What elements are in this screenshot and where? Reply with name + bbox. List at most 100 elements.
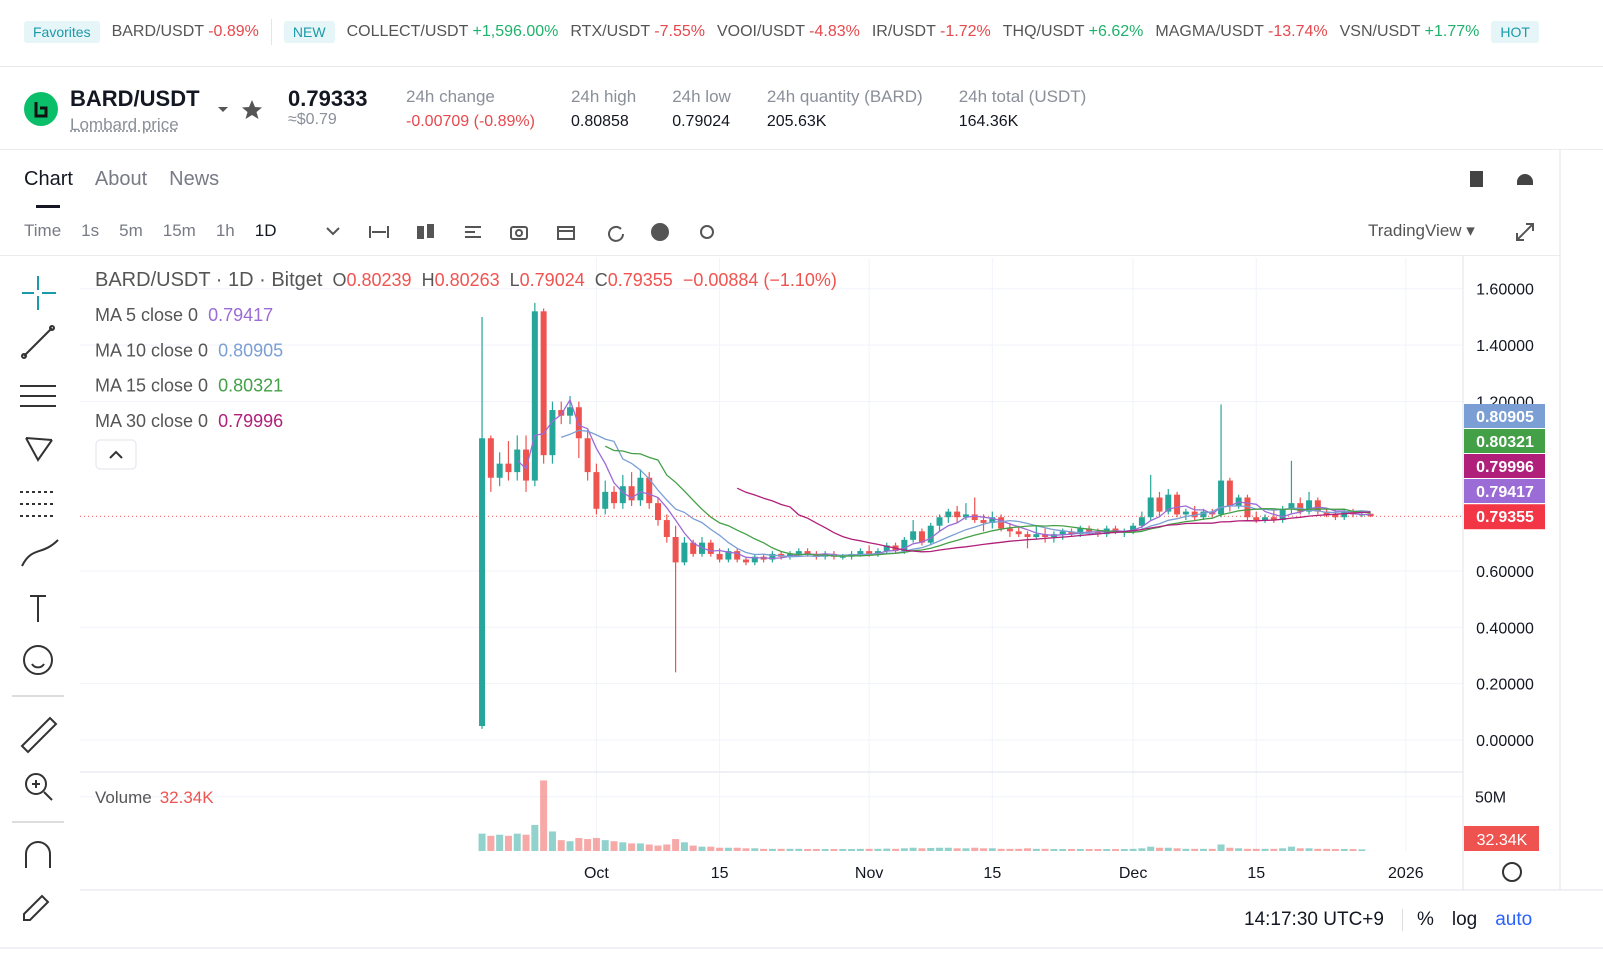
percent-toggle[interactable]: % (1401, 909, 1434, 931)
ohlc-value: 0.80263 (435, 270, 500, 290)
ticker-pair[interactable]: BARD/USDT -0.89% (112, 23, 259, 41)
divider (270, 19, 272, 45)
volume-bar (1287, 846, 1295, 851)
candle-body (1244, 497, 1251, 518)
candle-body (584, 438, 591, 473)
change: -4.83% (809, 23, 860, 40)
log-toggle[interactable]: log (1451, 909, 1478, 930)
ma-legend: MA 15 close 0 0.80321 (95, 376, 283, 396)
volume-bar (566, 841, 574, 851)
toolbar-icons[interactable] (322, 220, 722, 244)
candle-body (1174, 494, 1181, 515)
stat-label: 24h quantity (BARD) (766, 87, 923, 106)
tab[interactable]: Chart (24, 168, 73, 190)
pair-title[interactable]: BARD/USDT (70, 86, 200, 111)
stat-value: -0.00709 (-0.89%) (406, 113, 535, 130)
candle-body (1226, 480, 1233, 506)
auto-toggle[interactable]: auto (1495, 909, 1533, 930)
interval[interactable]: 1D (254, 221, 277, 240)
ma-value: 0.80905 (218, 340, 283, 360)
stat: 24h low 0.79024 (672, 87, 731, 131)
tab-icons[interactable] (1465, 168, 1545, 190)
change: +1.77% (1424, 23, 1480, 40)
volume-bar (531, 824, 539, 851)
stats: 24h change -0.00709 (-0.89%) 24h high 0.808… (406, 87, 1086, 131)
volume-bar (1173, 848, 1181, 851)
ticker-pair[interactable]: THQ/USDT +6.62% (1003, 23, 1144, 41)
volume-bar (971, 847, 979, 851)
volume-badge (1464, 826, 1539, 851)
interval[interactable]: 5m (119, 221, 143, 240)
drawing-tools[interactable] (0, 256, 78, 936)
y-tick-label: 0.00000 (1476, 733, 1534, 750)
volume-bar (900, 848, 908, 851)
volume-bar (610, 841, 618, 851)
volume-bar (584, 839, 592, 851)
new-pill[interactable]: NEW (283, 21, 335, 43)
candle-body (505, 463, 512, 473)
volume-bar (953, 848, 961, 851)
stat: 24h quantity (BARD) 205.63K (767, 87, 923, 131)
ticker-pair[interactable]: RTX/USDT -7.55% (570, 23, 705, 41)
hot-pill[interactable]: HOT (1491, 21, 1539, 43)
favorites-pill[interactable]: Favorites (24, 21, 100, 43)
candle-body (980, 520, 987, 523)
volume-bar (504, 835, 512, 851)
volume-bar (892, 848, 900, 851)
ohlc-key: H (422, 270, 435, 290)
volume-bar (1041, 848, 1049, 851)
change: -13.74% (1268, 23, 1328, 40)
ticker-pair[interactable]: COLLECT/USDT +1,596.00% (347, 23, 559, 41)
tab[interactable]: About (94, 168, 148, 190)
ohlc-value: 0.79024 (520, 270, 585, 290)
ma-badge (1464, 404, 1545, 428)
settings-icon[interactable] (1502, 862, 1522, 882)
interval: Time (24, 221, 62, 240)
candle-body (567, 407, 574, 416)
volume-badge-label: 32.34K (1477, 832, 1528, 849)
collapse-button[interactable] (95, 439, 137, 470)
candle-body (1341, 511, 1348, 518)
fullscreen[interactable] (1514, 221, 1536, 243)
ticker-pair[interactable]: IR/USDT -1.72% (872, 23, 991, 41)
volume-bar (751, 848, 759, 851)
candle-body (901, 539, 908, 552)
volume-tick-label: 50M (1475, 790, 1506, 807)
candle-body (1165, 494, 1172, 512)
volume-bar (1314, 848, 1322, 851)
collapse-icon (109, 450, 123, 459)
y-tick-label: 0.40000 (1476, 620, 1534, 637)
candle-body (1297, 503, 1304, 512)
interval[interactable]: 1h (215, 221, 235, 240)
stat: 24h total (USDT) 164.36K (959, 87, 1087, 131)
candle-body (769, 553, 776, 560)
volume-bar (557, 840, 565, 851)
ticker-pair[interactable]: MAGMA/USDT -13.74% (1155, 23, 1327, 41)
volume-bar (874, 848, 882, 851)
volume-bar (548, 831, 556, 851)
y-tick-label: 1.40000 (1476, 338, 1534, 355)
x-tick-label: 15 (983, 865, 1001, 882)
pair-actions[interactable] (215, 98, 265, 122)
pair: THQ/USDT (1002, 23, 1085, 40)
moving-average-line (736, 487, 1371, 553)
ticker-pair[interactable]: VOOI/USDT -4.83% (717, 23, 860, 41)
volume-bar (663, 844, 671, 851)
pair: COLLECT/USDT (346, 23, 469, 40)
volume-bar (1199, 848, 1207, 851)
provider[interactable]: TradingView ▾ (1368, 221, 1475, 240)
interval[interactable]: 15m (162, 221, 196, 240)
interval[interactable]: 1s (81, 221, 100, 240)
ma-badge (1464, 454, 1545, 478)
volume-bar (1155, 847, 1163, 851)
volume-bar (944, 847, 952, 851)
tab[interactable]: News (169, 168, 220, 190)
volume-bar (1164, 847, 1172, 851)
volume-bar (821, 849, 829, 851)
volume-bar (654, 845, 662, 851)
pair: VOOI/USDT (716, 23, 805, 40)
ticker-pair[interactable]: VSN/USDT +1.77% (1340, 23, 1480, 41)
candle-body (1156, 497, 1163, 512)
ma-badge-label: 0.79417 (1476, 484, 1534, 501)
